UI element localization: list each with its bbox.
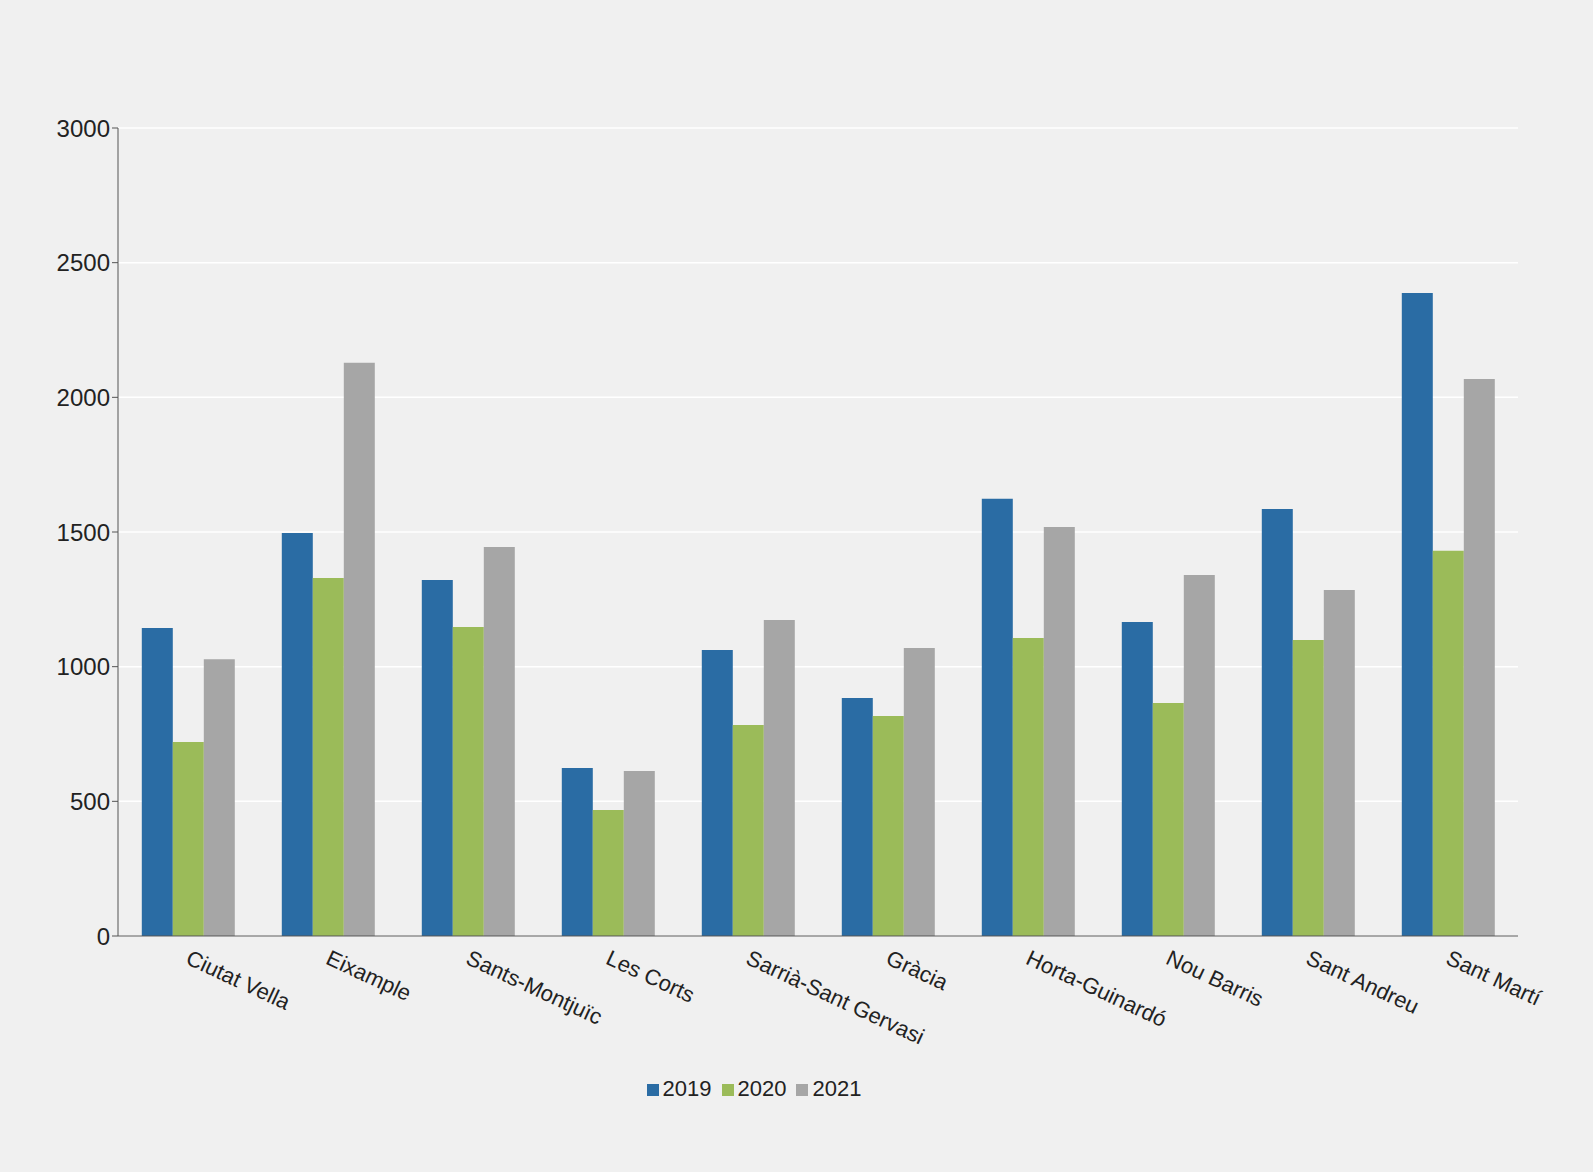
svg-text:500: 500 [70, 788, 110, 815]
html-text:2021: 2021 [812, 1076, 862, 1101]
html-text:2020: 2020 [737, 1076, 787, 1101]
html-text:2019: 2019 [662, 1076, 712, 1101]
svg-text:Sant Martí: Sant Martí [1443, 945, 1546, 1011]
svg-text:Eixample: Eixample [323, 945, 416, 1006]
svg-text:1000: 1000 [57, 653, 110, 680]
svg-text:Nou Barris: Nou Barris [1163, 945, 1268, 1012]
svg-text:Sants-Montjuïc: Sants-Montjuïc [463, 945, 607, 1030]
svg-text:Sant Andreu: Sant Andreu [1303, 945, 1423, 1019]
svg-text:3000: 3000 [57, 115, 110, 142]
svg-text:2000: 2000 [57, 384, 110, 411]
svg-text:Ciutat Vella: Ciutat Vella [183, 945, 295, 1015]
svg-text:1500: 1500 [57, 519, 110, 546]
svg-text:Les Corts: Les Corts [603, 945, 699, 1007]
svg-text:0: 0 [97, 923, 110, 950]
svg-text:Horta-Guinardó: Horta-Guinardó [1023, 945, 1171, 1032]
svg-text:Gràcia: Gràcia [883, 945, 953, 995]
svg-text:Sarrià-Sant Gervasi: Sarrià-Sant Gervasi [742, 945, 929, 1050]
svg-text:2500: 2500 [57, 249, 110, 276]
